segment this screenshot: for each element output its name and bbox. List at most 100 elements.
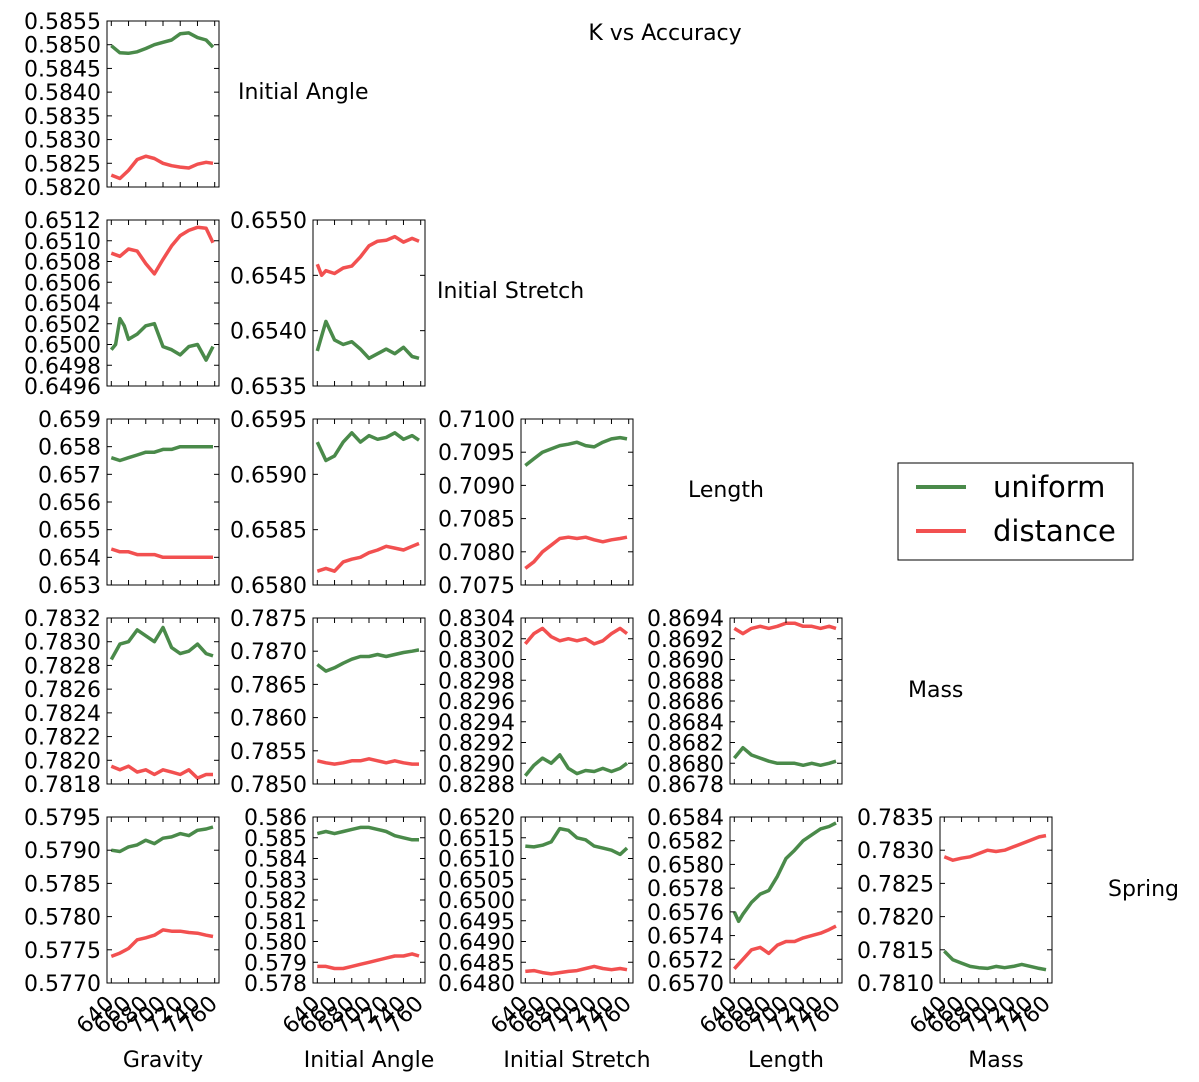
y-tick-label: 0.578 bbox=[244, 972, 307, 997]
y-tick-label: 0.7820 bbox=[24, 749, 101, 774]
y-tick-label: 0.5845 bbox=[24, 57, 101, 82]
y-tick-label: 0.8296 bbox=[438, 690, 515, 715]
y-tick-label: 0.6485 bbox=[438, 951, 515, 976]
series-line-uniform bbox=[943, 949, 1047, 972]
y-tick-label: 0.6502 bbox=[24, 313, 101, 338]
series-line-uniform bbox=[732, 821, 837, 924]
panel-r1-c1: 0.6535 0.6540 0.6545 0.6550 bbox=[230, 209, 426, 400]
series-line-uniform bbox=[524, 435, 628, 467]
series-line-uniform bbox=[525, 826, 629, 857]
panel-r4-c0: 0.57700.57750.57800.57850.57900.57956406… bbox=[24, 806, 223, 1073]
series-line-distance bbox=[316, 541, 420, 573]
y-tick-label: 0.5830 bbox=[24, 129, 101, 154]
legend-label-uniform: uniform bbox=[993, 470, 1105, 504]
y-tick-label: 0.658 bbox=[38, 436, 101, 461]
y-tick-label: 0.5855 bbox=[24, 10, 101, 35]
y-tick-label: 0.6505 bbox=[438, 868, 515, 893]
y-tick-label: 0.5835 bbox=[24, 105, 101, 130]
row-label: Initial Stretch bbox=[437, 279, 584, 304]
series-line-distance bbox=[733, 621, 837, 636]
panels: 0.58200.58250.58300.58350.58400.58450.58… bbox=[24, 10, 1056, 1073]
y-tick-label: 0.654 bbox=[38, 546, 101, 571]
legend-box bbox=[897, 462, 1134, 561]
y-tick-label: 0.8292 bbox=[438, 732, 515, 757]
y-tick-label: 0.659 bbox=[38, 408, 101, 433]
axes-frame bbox=[520, 816, 634, 984]
y-tick-label: 0.6500 bbox=[438, 889, 515, 914]
y-tick-label: 0.7810 bbox=[857, 972, 934, 997]
y-tick-label: 0.6590 bbox=[230, 463, 307, 488]
y-tick-label: 0.7835 bbox=[857, 806, 934, 831]
y-tick-label: 0.7850 bbox=[230, 773, 307, 798]
y-tick-label: 0.583 bbox=[244, 868, 307, 893]
x-axis-label: Initial Angle bbox=[304, 1048, 434, 1073]
series-line-uniform bbox=[110, 444, 213, 463]
y-tick-label: 0.580 bbox=[244, 931, 307, 956]
y-tick-label: 0.655 bbox=[38, 519, 101, 544]
y-tick-label: 0.581 bbox=[244, 910, 307, 935]
y-tick-label: 0.6506 bbox=[24, 271, 101, 296]
panel-r3-c3: 0.86780.86800.86820.86840.86860.86880.86… bbox=[647, 607, 843, 798]
y-tick-label: 0.5785 bbox=[24, 872, 101, 897]
y-tick-label: 0.7855 bbox=[230, 740, 307, 765]
y-tick-label: 0.5820 bbox=[24, 176, 101, 201]
series-line-uniform bbox=[315, 319, 420, 361]
y-tick-label: 0.5790 bbox=[24, 839, 101, 864]
y-tick-label: 0.6574 bbox=[647, 925, 724, 950]
row-label: Spring bbox=[1108, 877, 1179, 902]
series-line-uniform bbox=[316, 825, 419, 842]
axes-frame bbox=[106, 816, 220, 984]
panel-r3-c2: 0.82880.82900.82920.82940.82960.82980.83… bbox=[438, 607, 634, 798]
series-line-uniform bbox=[109, 625, 214, 661]
y-tick-label: 0.6585 bbox=[230, 519, 307, 544]
row-label: Length bbox=[688, 478, 764, 503]
row-label: Initial Angle bbox=[238, 80, 368, 105]
series-line-uniform bbox=[316, 648, 420, 673]
y-tick-label: 0.7875 bbox=[230, 607, 307, 632]
y-tick-label: 0.6570 bbox=[647, 972, 724, 997]
series-line-uniform bbox=[111, 825, 214, 854]
y-tick-label: 0.8688 bbox=[647, 669, 724, 694]
y-tick-label: 0.6580 bbox=[647, 853, 724, 878]
y-tick-label: 0.5840 bbox=[24, 81, 101, 106]
y-tick-label: 0.579 bbox=[244, 951, 307, 976]
panel-r4-c1: 0.5780.5790.5800.5810.5820.5830.5840.585… bbox=[244, 806, 434, 1073]
y-tick-label: 0.7830 bbox=[857, 839, 934, 864]
series-line-uniform bbox=[523, 753, 629, 777]
y-tick-label: 0.6504 bbox=[24, 292, 101, 317]
x-axis-label: Initial Stretch bbox=[503, 1048, 650, 1073]
y-tick-label: 0.7828 bbox=[24, 654, 101, 679]
series-line-distance bbox=[523, 626, 629, 646]
y-tick-label: 0.6584 bbox=[647, 806, 724, 831]
y-tick-label: 0.8690 bbox=[647, 649, 724, 674]
axes-frame bbox=[729, 617, 843, 785]
axes-frame bbox=[312, 816, 426, 984]
panel-r3-c1: 0.7850 0.7855 0.7860 0.7865 0.7870 0.7875 bbox=[230, 607, 426, 798]
panel-r2-c2: 0.7075 0.7080 0.7085 0.7090 0.7095 0.7100 bbox=[438, 408, 634, 599]
y-tick-label: 0.8680 bbox=[647, 752, 724, 777]
y-tick-label: 0.653 bbox=[38, 574, 101, 599]
y-tick-label: 0.8686 bbox=[647, 690, 724, 715]
y-tick-label: 0.8300 bbox=[438, 649, 515, 674]
y-tick-label: 0.6545 bbox=[230, 264, 307, 289]
x-axis-label: Length bbox=[748, 1048, 824, 1073]
y-tick-label: 0.6508 bbox=[24, 251, 101, 276]
y-tick-label: 0.8304 bbox=[438, 607, 515, 632]
series-line-distance bbox=[317, 952, 420, 971]
y-tick-label: 0.8290 bbox=[438, 752, 515, 777]
y-tick-label: 0.7830 bbox=[24, 631, 101, 656]
panel-r0-c0: 0.58200.58250.58300.58350.58400.58450.58… bbox=[24, 10, 220, 201]
y-tick-label: 0.7860 bbox=[230, 707, 307, 732]
series-line-uniform bbox=[110, 31, 215, 56]
y-tick-label: 0.7824 bbox=[24, 702, 101, 727]
y-tick-label: 0.7100 bbox=[438, 408, 515, 433]
y-tick-label: 0.6515 bbox=[438, 827, 515, 852]
y-tick-label: 0.7075 bbox=[438, 574, 515, 599]
series-line-distance bbox=[315, 234, 420, 278]
y-tick-label: 0.6582 bbox=[647, 830, 724, 855]
y-tick-label: 0.6500 bbox=[24, 334, 101, 359]
y-tick-label: 0.5850 bbox=[24, 34, 101, 59]
y-tick-label: 0.7815 bbox=[857, 939, 934, 964]
y-tick-label: 0.6578 bbox=[647, 877, 724, 902]
